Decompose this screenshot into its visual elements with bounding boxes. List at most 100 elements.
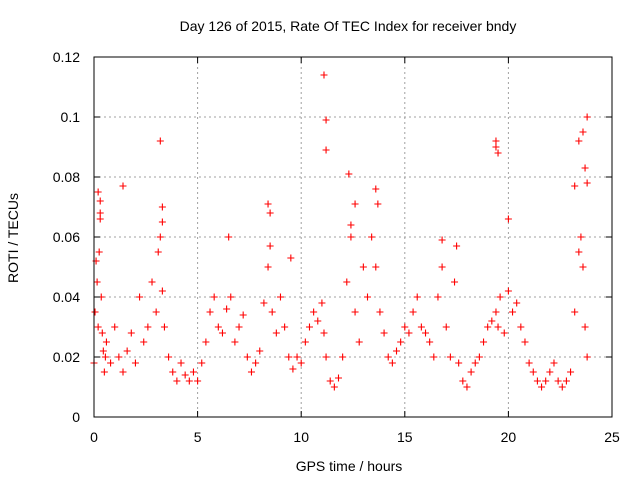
data-point <box>156 233 164 241</box>
y-tick-label: 0.02 <box>53 349 80 365</box>
data-point <box>326 377 334 385</box>
data-point <box>264 200 272 208</box>
data-point <box>293 353 301 361</box>
data-point <box>525 359 533 367</box>
y-tick-label: 0.04 <box>53 289 80 305</box>
data-point <box>154 248 162 256</box>
data-point <box>148 278 156 286</box>
data-point <box>96 215 104 223</box>
data-point <box>438 236 446 244</box>
data-point <box>235 323 243 331</box>
data-point <box>96 209 104 217</box>
y-tick-label: 0.1 <box>61 109 81 125</box>
data-point <box>579 263 587 271</box>
data-point <box>581 323 589 331</box>
data-point <box>93 278 101 286</box>
data-point <box>359 263 367 271</box>
data-point <box>583 179 591 187</box>
data-point <box>256 347 264 355</box>
data-point <box>496 293 504 301</box>
data-point <box>102 338 110 346</box>
data-point <box>579 128 587 136</box>
data-point <box>127 329 135 337</box>
data-point <box>169 368 177 376</box>
x-tick-label: 10 <box>293 429 309 445</box>
data-point <box>492 143 500 151</box>
data-point <box>393 347 401 355</box>
data-point <box>239 311 247 319</box>
data-point <box>351 308 359 316</box>
data-point <box>455 359 463 367</box>
grid-layer <box>94 57 612 417</box>
data-point <box>583 353 591 361</box>
data-point <box>405 329 413 337</box>
data-point <box>247 368 255 376</box>
data-point <box>320 329 328 337</box>
data-point <box>136 293 144 301</box>
data-point <box>111 323 119 331</box>
data-point <box>123 347 131 355</box>
data-point <box>206 308 214 316</box>
data-point <box>101 353 109 361</box>
data-point <box>413 293 421 301</box>
data-point <box>577 233 585 241</box>
data-point <box>144 323 152 331</box>
data-point <box>422 329 430 337</box>
data-point <box>575 248 583 256</box>
data-point <box>343 278 351 286</box>
data-point <box>451 278 459 286</box>
data-point <box>401 323 409 331</box>
data-point <box>94 323 102 331</box>
data-point <box>264 263 272 271</box>
data-point <box>471 359 479 367</box>
data-point <box>268 308 276 316</box>
data-point <box>96 197 104 205</box>
data-point <box>583 113 591 121</box>
data-point <box>517 323 525 331</box>
data-point <box>156 137 164 145</box>
data-point <box>364 293 372 301</box>
data-point <box>276 293 284 301</box>
data-point <box>347 221 355 229</box>
data-point <box>480 338 488 346</box>
data-point <box>581 164 589 172</box>
data-point <box>272 329 280 337</box>
y-axis-label: ROTI / TECUs <box>5 193 21 283</box>
x-tick-label: 20 <box>501 429 517 445</box>
data-point <box>107 359 115 367</box>
data-point <box>504 215 512 223</box>
data-point <box>210 293 218 301</box>
x-tick-label: 0 <box>90 429 98 445</box>
data-point <box>542 377 550 385</box>
x-tick-label: 25 <box>604 429 620 445</box>
data-point <box>376 308 384 316</box>
data-point <box>322 353 330 361</box>
data-point <box>158 203 166 211</box>
data-point <box>100 368 108 376</box>
data-point <box>384 353 392 361</box>
data-point <box>119 368 127 376</box>
data-point <box>305 323 313 331</box>
data-point <box>218 329 226 337</box>
data-point <box>318 299 326 307</box>
data-point <box>475 353 483 361</box>
data-point <box>285 353 293 361</box>
data-point <box>504 287 512 295</box>
data-point <box>140 338 148 346</box>
data-point <box>492 137 500 145</box>
data-point <box>488 317 496 325</box>
data-point <box>417 323 425 331</box>
data-point <box>287 254 295 262</box>
plot-frame <box>93 56 613 418</box>
data-point <box>463 383 471 391</box>
data-point <box>95 248 103 256</box>
y-tick-label: 0.06 <box>53 229 80 245</box>
data-point <box>372 185 380 193</box>
data-point <box>189 368 197 376</box>
data-point <box>351 200 359 208</box>
data-point <box>330 383 338 391</box>
data-point <box>198 359 206 367</box>
